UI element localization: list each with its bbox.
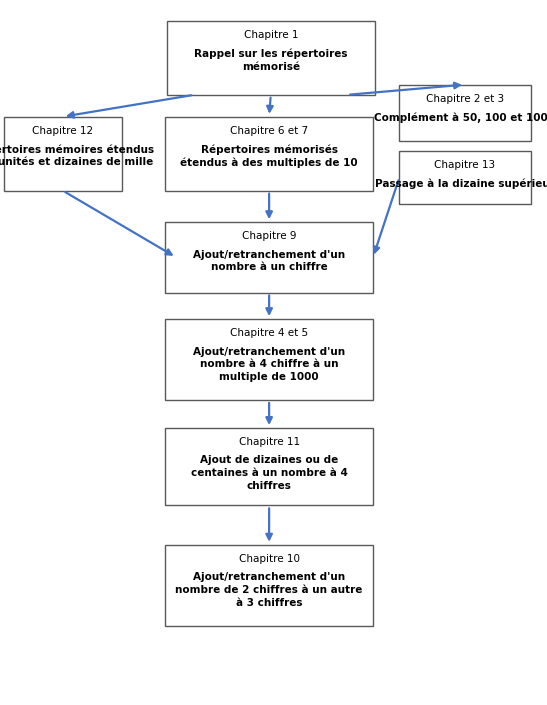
Text: Complément à 50, 100 et 1000: Complément à 50, 100 et 1000 [375,112,547,123]
Text: Ajout/retranchement d'un
nombre à 4 chiffre à un
multiple de 1000: Ajout/retranchement d'un nombre à 4 chif… [193,347,345,382]
Text: Répertoires mémorisés
étendus à des multiples de 10: Répertoires mémorisés étendus à des mult… [181,145,358,168]
Text: Ajout de dizaines ou de
centaines à un nombre à 4
chiffres: Ajout de dizaines ou de centaines à un n… [191,455,347,491]
Text: Chapitre 4 et 5: Chapitre 4 et 5 [230,329,308,338]
Text: Passage à la dizaine supérieur: Passage à la dizaine supérieur [375,179,547,189]
FancyBboxPatch shape [165,116,373,190]
Text: Ajout/retranchement d'un
nombre à un chiffre: Ajout/retranchement d'un nombre à un chi… [193,250,345,272]
Text: Chapitre 9: Chapitre 9 [242,231,296,241]
FancyBboxPatch shape [165,319,373,400]
FancyBboxPatch shape [165,544,373,626]
Text: Répertoires mémoires étendus
aux unités et dizaines de mille: Répertoires mémoires étendus aux unités … [0,145,154,168]
Text: Chapitre 6 et 7: Chapitre 6 et 7 [230,125,308,136]
Text: Chapitre 11: Chapitre 11 [238,437,300,447]
FancyBboxPatch shape [165,428,373,505]
Text: Chapitre 10: Chapitre 10 [238,554,300,564]
FancyBboxPatch shape [399,85,531,141]
FancyBboxPatch shape [399,151,531,204]
Text: Chapitre 12: Chapitre 12 [32,125,94,136]
Text: Ajout/retranchement d'un
nombre de 2 chiffres à un autre
à 3 chiffres: Ajout/retranchement d'un nombre de 2 chi… [176,572,363,608]
Text: Chapitre 1: Chapitre 1 [243,30,298,40]
FancyBboxPatch shape [4,116,121,190]
FancyBboxPatch shape [165,222,373,293]
Text: Rappel sur les répertoires
mémorisé: Rappel sur les répertoires mémorisé [194,48,347,72]
Text: Chapitre 13: Chapitre 13 [434,161,496,171]
Text: Chapitre 2 et 3: Chapitre 2 et 3 [426,94,504,104]
FancyBboxPatch shape [167,20,375,94]
